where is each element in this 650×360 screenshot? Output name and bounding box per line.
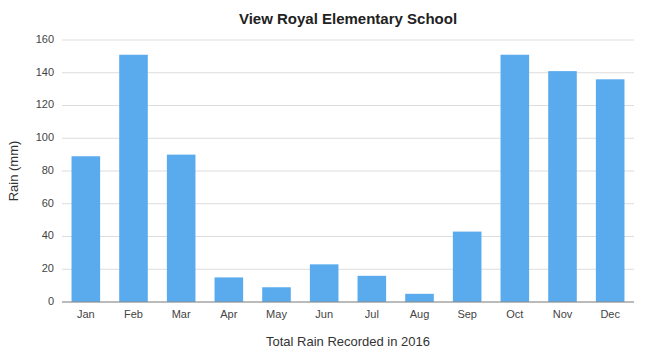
y-tick-label: 140 bbox=[36, 66, 54, 78]
bar bbox=[548, 71, 577, 302]
y-tick-label: 0 bbox=[48, 295, 54, 307]
grid-line bbox=[62, 40, 634, 41]
y-tick-label: 40 bbox=[42, 229, 54, 241]
y-tick-label: 120 bbox=[36, 98, 54, 110]
y-tick-label: 60 bbox=[42, 197, 54, 209]
bar bbox=[596, 79, 625, 302]
bar bbox=[119, 55, 148, 302]
bar bbox=[167, 155, 196, 302]
x-tick-label: Sep bbox=[457, 308, 477, 320]
x-tick-label: Oct bbox=[506, 308, 523, 320]
x-axis-label: Total Rain Recorded in 2016 bbox=[266, 334, 430, 349]
y-tick-label: 80 bbox=[42, 164, 54, 176]
y-tick-label: 20 bbox=[42, 262, 54, 274]
x-tick-label: Apr bbox=[220, 308, 237, 320]
grid bbox=[62, 40, 634, 302]
chart-container: 0 20 40 60 80 100 120 140 160 Jan Feb Mar Apr May Jun J… bbox=[0, 0, 650, 360]
bar bbox=[72, 156, 101, 302]
x-tick-label: Jan bbox=[77, 308, 95, 320]
bar bbox=[405, 294, 434, 302]
x-tick-label: Jun bbox=[315, 308, 333, 320]
x-tick-label: May bbox=[266, 308, 287, 320]
x-axis-line bbox=[62, 302, 634, 303]
y-tick-label: 100 bbox=[36, 131, 54, 143]
grid-line bbox=[62, 302, 634, 303]
y-tick-label: 160 bbox=[36, 33, 54, 45]
x-tick-label: Mar bbox=[172, 308, 191, 320]
y-axis-label: Rain (mm) bbox=[6, 141, 21, 202]
bar bbox=[310, 264, 339, 302]
x-tick-label: Aug bbox=[410, 308, 430, 320]
chart-svg: 0 20 40 60 80 100 120 140 160 Jan Feb Mar Apr May Jun J… bbox=[0, 0, 650, 360]
x-tick-label: Feb bbox=[124, 308, 143, 320]
x-tick-label: Dec bbox=[600, 308, 620, 320]
bar bbox=[262, 287, 291, 302]
bar bbox=[501, 55, 530, 302]
chart-title: View Royal Elementary School bbox=[239, 10, 457, 27]
bar bbox=[215, 277, 244, 302]
bars bbox=[72, 55, 625, 302]
x-tick-label: Jul bbox=[365, 308, 379, 320]
bar bbox=[358, 276, 387, 302]
x-tick-label: Nov bbox=[553, 308, 573, 320]
bar bbox=[453, 232, 482, 302]
